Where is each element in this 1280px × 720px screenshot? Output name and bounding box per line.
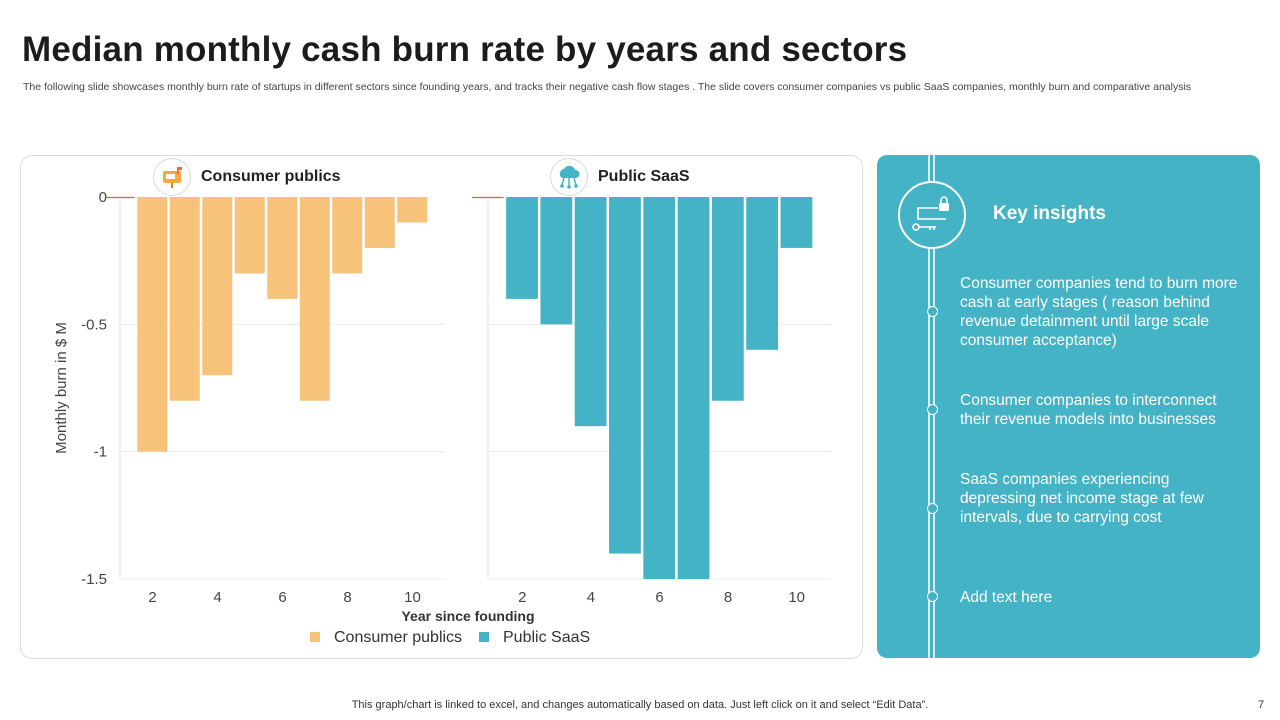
- x-tick-label: 4: [587, 589, 595, 606]
- bar: [202, 197, 233, 376]
- bar: [540, 197, 573, 325]
- key-insights-panel: Key insights Consumer companies tend to …: [877, 155, 1260, 658]
- slide-subtitle: The following slide showcases monthly bu…: [23, 81, 1192, 93]
- lock-key-icon: [898, 181, 966, 249]
- x-tick-label: 8: [343, 589, 351, 606]
- y-tick-label: 0: [99, 189, 107, 206]
- x-tick-label: 4: [213, 589, 221, 606]
- page-number: 7: [1258, 699, 1265, 711]
- insight-item: Consumer companies to interconnect their…: [960, 392, 1217, 428]
- bar: [780, 197, 813, 248]
- bar: [746, 197, 779, 350]
- bar: [677, 197, 710, 579]
- timeline-dot: [927, 591, 938, 602]
- cloud-network-icon: [550, 158, 588, 196]
- bar: [234, 197, 265, 274]
- y-tick-label: -1: [94, 444, 107, 461]
- x-tick-label: 2: [148, 589, 156, 606]
- insight-item: SaaS companies experiencing depressing n…: [960, 471, 1204, 526]
- x-tick-label: 6: [278, 589, 286, 606]
- insight-item: Consumer companies tend to burn more cas…: [960, 275, 1238, 349]
- bar: [137, 197, 168, 452]
- bar: [169, 197, 200, 401]
- insight-item[interactable]: Add text here: [960, 589, 1053, 606]
- x-tick-label: 8: [724, 589, 732, 606]
- slide-title: Median monthly cash burn rate by years a…: [22, 30, 908, 69]
- panel-title-saas: Public SaaS: [598, 168, 690, 185]
- y-axis-title: Monthly burn in $ M: [53, 322, 70, 454]
- y-tick-label: -0.5: [81, 316, 107, 333]
- bar: [711, 197, 744, 401]
- legend-swatch: [479, 632, 489, 642]
- bar: [643, 197, 676, 579]
- panel-title-consumer: Consumer publics: [201, 168, 341, 185]
- panel-header-saas: Public SaaS: [550, 158, 690, 196]
- timeline-dot: [927, 404, 938, 415]
- bar: [609, 197, 641, 554]
- panel-header-consumer: Consumer publics: [153, 158, 341, 196]
- bar: [267, 197, 298, 299]
- mailbox-icon: [153, 158, 191, 196]
- legend-swatch: [310, 632, 320, 642]
- x-tick-label: 2: [518, 589, 526, 606]
- x-tick-label: 10: [404, 589, 421, 606]
- x-tick-label: 10: [788, 589, 805, 606]
- x-tick-label: 6: [655, 589, 663, 606]
- chart-card[interactable]: 0 -0.5 -1 -1.5 Monthly burn in $ M 2 4 6 8 10 2 4 6 8…: [20, 155, 863, 659]
- bar: [574, 197, 607, 427]
- bar: [332, 197, 363, 274]
- timeline-dot: [927, 503, 938, 514]
- y-tick-label: -1.5: [81, 571, 107, 588]
- legend-label: Consumer publics: [334, 629, 462, 646]
- x-axis-title: Year since founding: [401, 608, 534, 624]
- bar-chart[interactable]: 0 -0.5 -1 -1.5 Monthly burn in $ M 2 4 6 8 10 2 4 6 8…: [21, 156, 864, 660]
- bar: [506, 197, 538, 299]
- legend-label: Public SaaS: [503, 629, 590, 646]
- bar: [364, 197, 395, 248]
- key-insights-title: Key insights: [993, 203, 1106, 224]
- bar: [397, 197, 428, 223]
- timeline-dot: [927, 306, 938, 317]
- bar: [299, 197, 330, 401]
- footer-note: This graph/chart is linked to excel, and…: [351, 699, 929, 711]
